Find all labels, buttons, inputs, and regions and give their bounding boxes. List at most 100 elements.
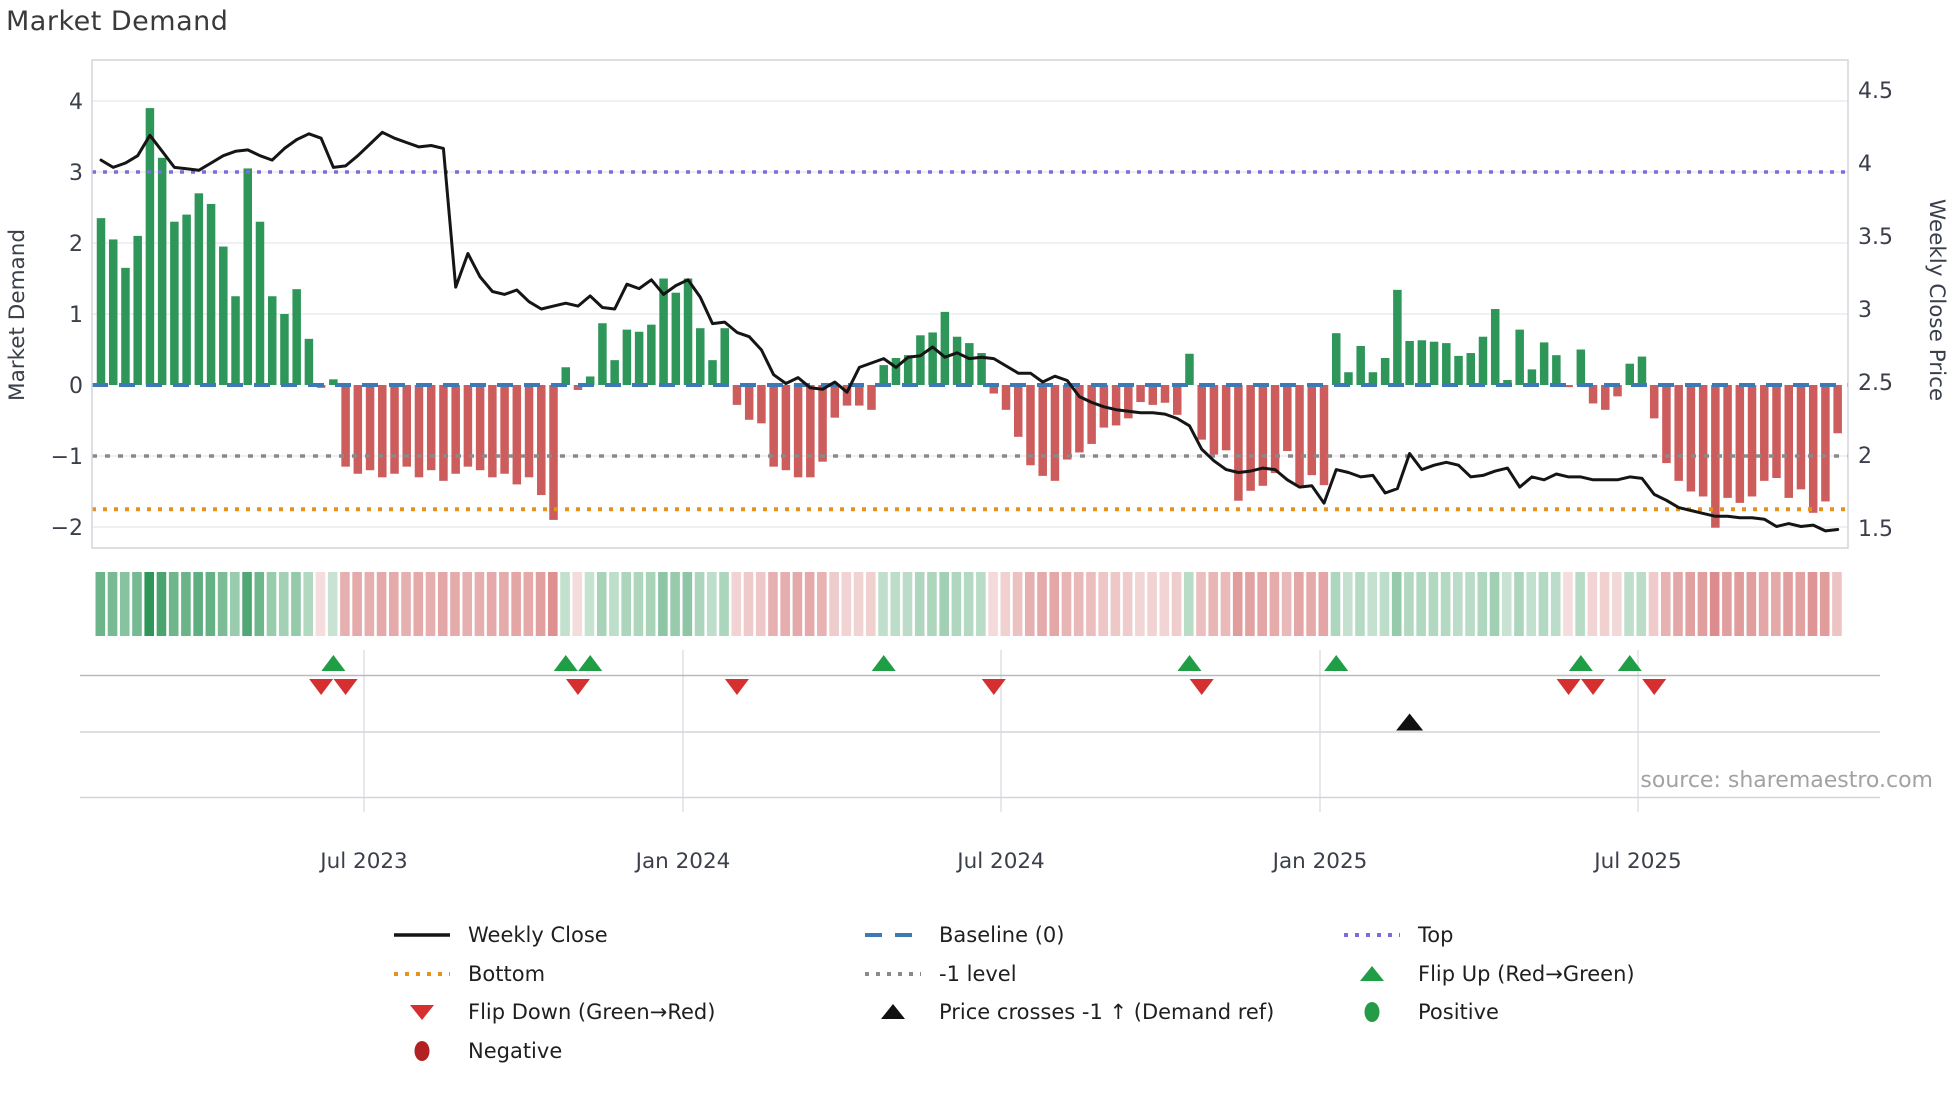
legend-item-label: Flip Down (Green→Red) <box>468 1000 716 1024</box>
demand-bar-negative <box>744 385 754 420</box>
demand-bar-negative <box>1014 385 1023 437</box>
legend-item: -1 level <box>863 961 1274 987</box>
heatmap-cell <box>156 572 167 636</box>
heatmap-cell <box>168 572 179 636</box>
dotted-line-swatch <box>865 971 921 976</box>
demand-bar-negative <box>1686 385 1696 492</box>
heatmap-cell <box>1318 572 1329 636</box>
heatmap-cell <box>523 572 534 636</box>
demand-bar-negative <box>341 385 350 467</box>
heatmap-cell <box>865 572 876 636</box>
demand-bar-negative <box>414 385 424 478</box>
demand-bar-positive <box>903 355 913 385</box>
flip-down-marker <box>724 679 749 695</box>
demand-bar-positive <box>1637 356 1647 385</box>
demand-bar-negative <box>1772 385 1781 479</box>
heatmap-cell <box>327 572 338 636</box>
heatmap-cell <box>853 572 864 636</box>
demand-bar-positive <box>243 168 253 385</box>
heatmap-cell <box>1281 572 1292 636</box>
flip-down-marker <box>981 679 1006 695</box>
legend-item: Negative <box>392 1038 715 1064</box>
demand-bar-negative <box>451 385 460 474</box>
heatmap-cell <box>596 572 607 636</box>
heatmap-cell <box>1404 572 1414 636</box>
demand-bar-positive <box>928 332 937 385</box>
line-swatch <box>394 933 450 937</box>
heatmap-cell <box>1086 572 1096 636</box>
demand-bar-negative <box>378 385 387 478</box>
heatmap-cell <box>1575 572 1585 636</box>
heatmap-cell <box>804 572 815 636</box>
left-axis-title: Market Demand <box>5 229 30 401</box>
legend-item-label: Bottom <box>468 961 546 986</box>
triangle-up-icon <box>1360 965 1384 981</box>
heatmap-cell <box>1159 572 1170 636</box>
heatmap-cell <box>1232 572 1243 636</box>
demand-bar-negative <box>1038 385 1047 476</box>
heatmap-cell <box>1563 572 1573 636</box>
legend-item: Top <box>1342 922 1635 948</box>
demand-bar-positive <box>561 367 570 385</box>
left-tick-label: 3 <box>69 161 83 186</box>
demand-bar-negative <box>1588 385 1598 404</box>
demand-bar-negative <box>1821 385 1830 502</box>
heatmap-cell <box>144 572 155 636</box>
demand-bar-negative <box>855 385 864 406</box>
demand-bar-positive <box>1185 353 1194 385</box>
flip-markers <box>309 655 1667 731</box>
demand-bar-negative <box>1270 385 1280 474</box>
heatmap-cell <box>829 572 839 636</box>
main-gridlines <box>92 100 1848 528</box>
demand-bar-negative <box>1258 385 1268 486</box>
heatmap-cell <box>976 572 986 636</box>
heatmap-cell <box>1819 572 1830 636</box>
legend-item-label: Flip Up (Red→Green) <box>1418 961 1635 986</box>
demand-bar-negative <box>818 385 827 462</box>
demand-bar-positive <box>696 328 705 385</box>
legend-item-label: Price crosses -1 ↑ (Demand ref) <box>939 1000 1275 1024</box>
demand-bar-positive <box>1356 345 1365 385</box>
heatmap-cell <box>1734 572 1744 636</box>
demand-bar-negative <box>1050 385 1060 481</box>
heatmap-cell <box>927 572 937 636</box>
heatmap-cell <box>389 572 399 636</box>
right-tick-label: 4.5 <box>1858 79 1893 104</box>
heatmap-cell <box>1073 572 1084 636</box>
heatmap-cell <box>1061 572 1072 636</box>
demand-bar-positive <box>1576 349 1586 385</box>
heatmap-cell <box>890 572 901 636</box>
demand-bar-positive <box>1442 343 1451 385</box>
demand-bar-negative <box>1172 385 1182 415</box>
right-axis-title: Weekly Close Price <box>1924 199 1949 401</box>
heatmap-cell <box>609 572 619 636</box>
demand-bar-positive <box>194 193 204 385</box>
left-tick-label: −2 <box>51 516 83 541</box>
flip-up-marker <box>1617 655 1642 671</box>
source-credit: source: sharemaestro.com <box>1640 768 1933 793</box>
right-tick-label: 3 <box>1858 298 1872 323</box>
heatmap-cell <box>401 572 411 636</box>
demand-bar-positive <box>304 338 314 385</box>
heatmap-cell <box>1257 572 1267 636</box>
heatmap-cell <box>1000 572 1011 636</box>
heatmap-cell <box>841 572 852 636</box>
heatmap-cell <box>217 572 228 636</box>
marker-panel-grid <box>80 650 1880 812</box>
demand-heatmap-strip <box>95 572 1842 636</box>
legend-column: Weekly Close Bottom Flip Down (Green→Red) N… <box>392 922 715 1064</box>
heatmap-cell <box>376 572 387 636</box>
heatmap-cell <box>939 572 949 636</box>
heatmap-cell <box>474 572 485 636</box>
demand-bar-negative <box>1747 385 1757 497</box>
level-lines <box>92 170 1848 512</box>
demand-bar-negative <box>1136 385 1145 403</box>
demand-bar-negative <box>1808 385 1818 513</box>
demand-bar-negative <box>1295 385 1304 486</box>
heatmap-cell <box>1612 572 1622 636</box>
demand-bar-negative <box>1760 385 1769 481</box>
demand-bar-positive <box>1515 329 1524 385</box>
legend-item: Weekly Close <box>392 922 715 948</box>
left-tick-label: −1 <box>51 445 83 470</box>
demand-bar-positive <box>133 235 142 385</box>
